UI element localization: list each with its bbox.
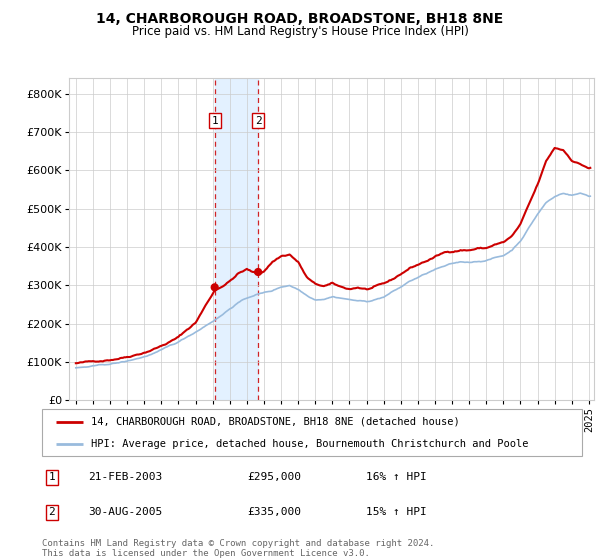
Text: 16% ↑ HPI: 16% ↑ HPI <box>366 473 427 482</box>
Text: 21-FEB-2003: 21-FEB-2003 <box>88 473 162 482</box>
Text: 14, CHARBOROUGH ROAD, BROADSTONE, BH18 8NE (detached house): 14, CHARBOROUGH ROAD, BROADSTONE, BH18 8… <box>91 417 460 427</box>
Text: Contains HM Land Registry data © Crown copyright and database right 2024.
This d: Contains HM Land Registry data © Crown c… <box>42 539 434 558</box>
Text: Price paid vs. HM Land Registry's House Price Index (HPI): Price paid vs. HM Land Registry's House … <box>131 25 469 38</box>
Text: 2: 2 <box>49 507 55 517</box>
Text: £335,000: £335,000 <box>247 507 301 517</box>
Text: 2: 2 <box>255 115 262 125</box>
Text: 1: 1 <box>211 115 218 125</box>
Text: 14, CHARBOROUGH ROAD, BROADSTONE, BH18 8NE: 14, CHARBOROUGH ROAD, BROADSTONE, BH18 8… <box>97 12 503 26</box>
Text: 30-AUG-2005: 30-AUG-2005 <box>88 507 162 517</box>
Text: 15% ↑ HPI: 15% ↑ HPI <box>366 507 427 517</box>
Point <box>253 268 263 277</box>
Text: HPI: Average price, detached house, Bournemouth Christchurch and Poole: HPI: Average price, detached house, Bour… <box>91 438 528 449</box>
Text: 1: 1 <box>49 473 55 482</box>
Bar <box>215 78 258 400</box>
Text: £295,000: £295,000 <box>247 473 301 482</box>
Point <box>210 283 220 292</box>
